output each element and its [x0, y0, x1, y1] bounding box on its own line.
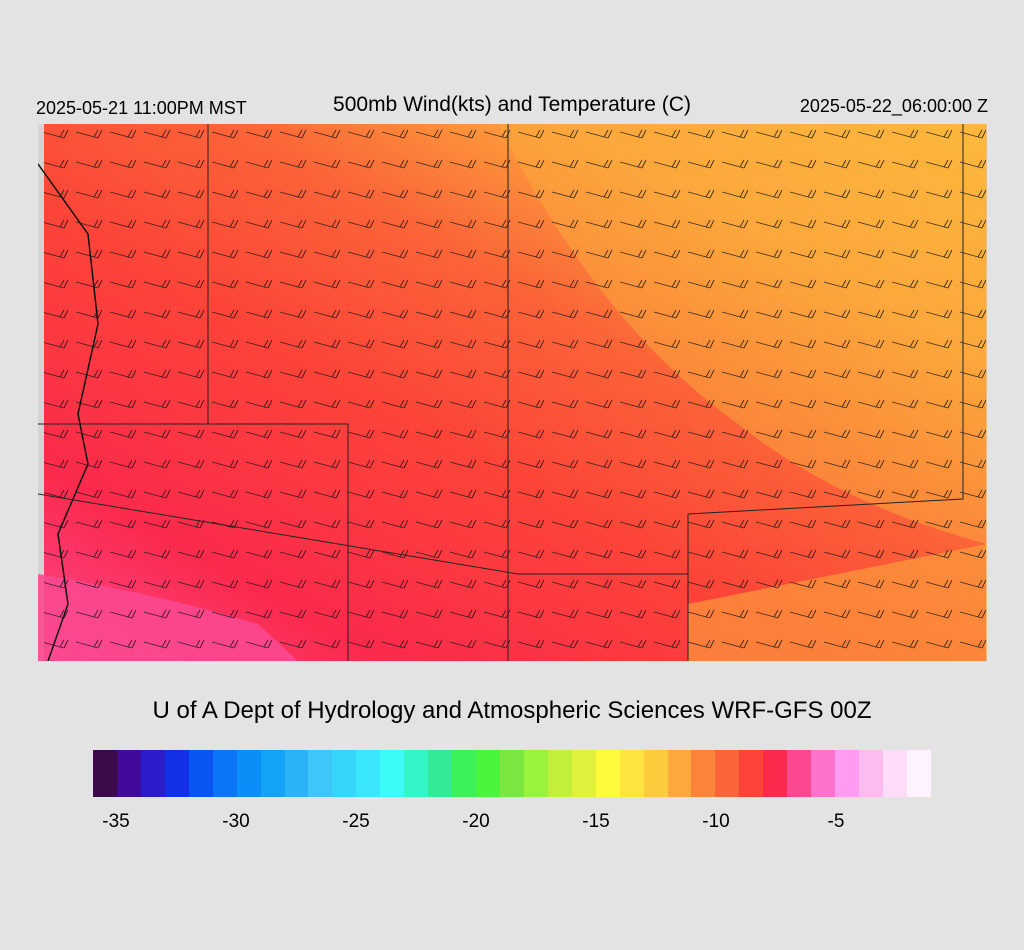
colorbar-swatch: [428, 750, 453, 797]
colorbar-tick-label: -10: [702, 811, 730, 832]
colorbar-swatch: [811, 750, 836, 797]
temperature-colorbar: [93, 750, 931, 797]
coastline: [38, 163, 99, 661]
colorbar-tick-label: -20: [462, 811, 490, 832]
colorbar-swatch: [763, 750, 788, 797]
colorbar-swatch: [332, 750, 357, 797]
colorbar-swatch: [619, 750, 644, 797]
temperature-wind-map: [38, 124, 987, 661]
colorbar-swatch: [236, 750, 261, 797]
colorbar-swatch: [404, 750, 429, 797]
colorbar-swatch: [691, 750, 716, 797]
colorbar-swatch: [308, 750, 333, 797]
colorbar-tick-label: -5: [827, 811, 845, 832]
colorbar-swatch: [188, 750, 213, 797]
colorbar-swatch: [715, 750, 740, 797]
colorbar-swatch: [523, 750, 548, 797]
colorbar-swatch: [859, 750, 883, 797]
colorbar-swatch: [284, 750, 309, 797]
colorbar-swatch: [547, 750, 572, 797]
colorbar-swatch: [906, 750, 931, 797]
colorbar-swatch: [643, 750, 668, 797]
colorbar-swatch: [116, 750, 141, 797]
colorbar-swatch: [93, 750, 117, 797]
colorbar-swatch: [452, 750, 476, 797]
colorbar-swatch: [356, 750, 381, 797]
colorbar-swatch: [835, 750, 859, 797]
init-time-label: 2025-05-22_06:00:00 Z: [799, 96, 988, 116]
valid-time-label: 2025-05-21 11:00PM MST: [36, 98, 247, 118]
colorbar-tick-label: -15: [582, 811, 610, 832]
colorbar-tick-label: -30: [222, 811, 250, 832]
colorbar-swatch: [499, 750, 524, 797]
colorbar-tick-label: -25: [342, 811, 370, 832]
colorbar-swatch: [882, 750, 907, 797]
colorbar-swatch: [476, 750, 500, 797]
colorbar-tick-labels: -35 -30 -25 -20 -15 -10 -5: [0, 811, 1024, 841]
colorbar-swatch: [667, 750, 692, 797]
colorbar-tick-label: -35: [102, 811, 130, 832]
colorbar-swatch: [140, 750, 165, 797]
colorbar-swatch: [164, 750, 189, 797]
wind-barbs: [44, 124, 986, 661]
colorbar-swatch: [739, 750, 764, 797]
credit-line: U of A Dept of Hydrology and Atmospheric…: [152, 697, 872, 724]
colorbar-swatch: [212, 750, 237, 797]
state-borders: [38, 124, 964, 661]
colorbar-swatch: [595, 750, 620, 797]
colorbar-swatch: [571, 750, 596, 797]
colorbar-swatch: [787, 750, 812, 797]
map-title: 500mb Wind(kts) and Temperature (C): [333, 93, 691, 116]
colorbar-swatch: [380, 750, 405, 797]
colorbar-swatch: [260, 750, 285, 797]
